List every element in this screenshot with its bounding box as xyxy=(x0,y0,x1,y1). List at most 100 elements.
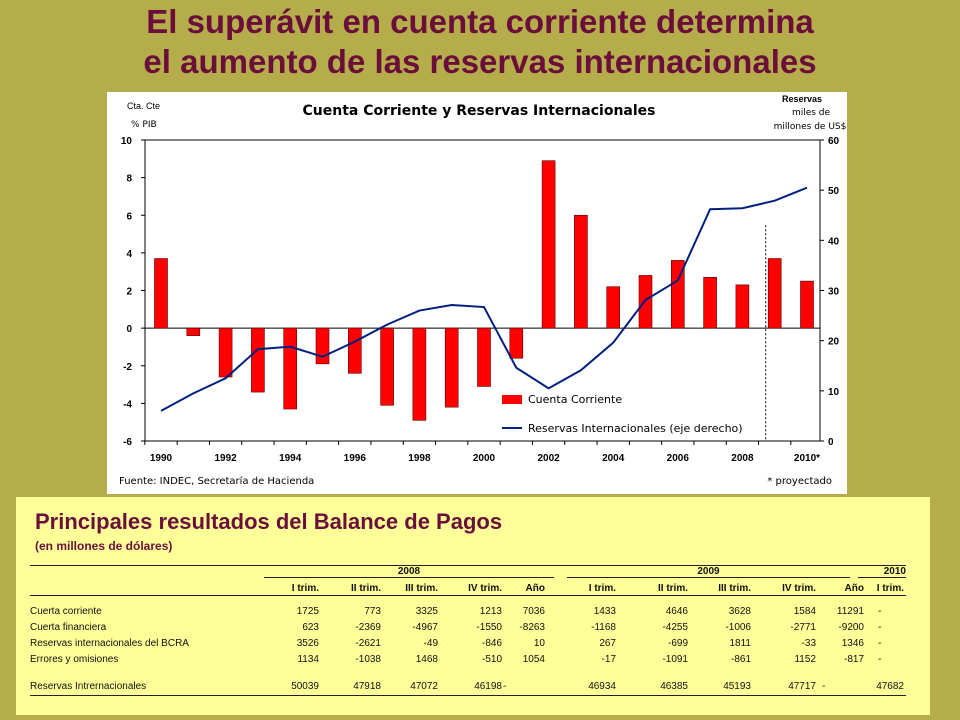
left-tick-label: -6 xyxy=(123,437,132,448)
right-tick-label: 40 xyxy=(828,236,840,247)
left-axis-label-1: Cta. Cte xyxy=(127,101,160,111)
rule-header xyxy=(30,595,906,596)
rule-top xyxy=(30,565,906,566)
bar-cuenta-corriente xyxy=(154,258,168,329)
left-tick-label: 8 xyxy=(126,174,132,185)
column-header: III trim. xyxy=(405,583,438,594)
table-cell: -8263 xyxy=(519,622,545,633)
table-cell: -846 xyxy=(481,638,502,649)
table-cell: 3526 xyxy=(296,638,319,649)
bar-cuenta-corriente xyxy=(800,280,814,329)
table-cell: 46385 xyxy=(660,681,688,692)
bar-cuenta-corriente xyxy=(541,160,556,329)
table-cell: - xyxy=(878,622,882,633)
table-cell: -17 xyxy=(601,654,616,665)
bar-cuenta-corriente xyxy=(380,327,394,406)
left-tick-label: 10 xyxy=(121,136,133,147)
table-cell: - xyxy=(878,654,882,665)
column-header: I trim. xyxy=(291,583,319,594)
bar-cuenta-corriente xyxy=(767,258,782,329)
chart-legend: Cuenta Corriente Reservas Internacionale… xyxy=(502,393,743,435)
table-cell: 773 xyxy=(364,606,381,617)
table-cell: 46198 xyxy=(474,681,502,692)
right-tick-label: 60 xyxy=(828,136,840,147)
table-cell: - xyxy=(503,681,507,692)
table-cell: 47072 xyxy=(410,681,438,692)
bar-cuenta-corriente xyxy=(444,327,459,408)
table-cell: - xyxy=(878,606,882,617)
x-tick-label: 2002 xyxy=(537,453,560,464)
table-cell: 10 xyxy=(533,638,545,649)
table-cell: -2771 xyxy=(790,622,816,633)
table-cell: 1725 xyxy=(296,606,319,617)
table-cell: 1213 xyxy=(479,606,502,617)
row-label: Cuerta financiera xyxy=(30,622,107,633)
left-axis-label-2: % PIB xyxy=(131,120,157,130)
table-cell: 1468 xyxy=(415,654,438,665)
table-cell: -861 xyxy=(730,654,751,665)
left-tick-label: 2 xyxy=(126,287,132,298)
right-tick-label: 0 xyxy=(828,437,834,448)
chart-note: * proyectado xyxy=(767,476,832,487)
row-label: Errores y omisiones xyxy=(30,654,119,665)
column-header: II trim. xyxy=(350,583,381,594)
table-cell: -1168 xyxy=(591,622,616,633)
table-cell: 623 xyxy=(302,622,319,633)
rule-bottom xyxy=(30,695,906,696)
table-cell: 1134 xyxy=(297,654,319,665)
bar-cuenta-corriente xyxy=(412,327,427,421)
table-cell: 45193 xyxy=(723,681,751,692)
table-cell: 1152 xyxy=(794,654,816,665)
column-header: I trim. xyxy=(876,583,904,594)
year-header-2009: 2009 xyxy=(697,566,720,577)
left-tick-label: -2 xyxy=(123,362,132,373)
x-tick-label: 2000 xyxy=(473,453,496,464)
table-subtitle: (en millones de dólares) xyxy=(35,539,173,553)
current-account-reserves-chart: Cuenta Corriente y Reservas Internaciona… xyxy=(119,94,846,487)
bar-cuenta-corriente xyxy=(735,284,750,329)
legend-bar-label: Cuenta Corriente xyxy=(528,393,622,406)
slide-title-line2: el aumento de las reservas internacional… xyxy=(143,43,817,80)
table-cell: 4646 xyxy=(665,606,688,617)
table-cell: -4967 xyxy=(412,622,438,633)
table-cell: -33 xyxy=(801,638,816,649)
row-label: Reservas internacionales del BCRA xyxy=(30,638,189,649)
table-cell: -1091 xyxy=(662,654,688,665)
plot-area xyxy=(144,139,821,442)
table-cell: -817 xyxy=(843,654,864,665)
line-reservas xyxy=(160,186,808,412)
bar-cuenta-corriente xyxy=(703,277,717,329)
column-header: IV trim. xyxy=(782,583,816,594)
right-axis-label-1: Reservas xyxy=(782,94,822,104)
table-cell: 1346 xyxy=(841,638,864,649)
right-axis-label-2: miles de xyxy=(792,108,831,118)
table-cell: 47682 xyxy=(876,681,904,692)
table-cell: 7036 xyxy=(522,606,545,617)
column-header: I trim. xyxy=(588,583,616,594)
slide-title-line1: El superávit en cuenta corriente determi… xyxy=(146,3,814,40)
table-cell: -4255 xyxy=(662,622,688,633)
bar-cuenta-corriente xyxy=(574,214,588,329)
column-header: II trim. xyxy=(657,583,688,594)
rule-2010 xyxy=(858,577,906,578)
legend-line-label: Reservas Internacionales (eje derecho) xyxy=(528,422,743,435)
table-cell: 47717 xyxy=(788,681,816,692)
year-header-2010: 2010 xyxy=(883,566,906,577)
table-cell: - xyxy=(822,681,826,692)
left-tick-label: 6 xyxy=(126,211,132,222)
x-tick-label: 1992 xyxy=(214,453,237,464)
bar-cuenta-corriente xyxy=(670,260,685,329)
row-label: Reservas Intrernacionales xyxy=(30,681,147,692)
table-cell: 3325 xyxy=(415,606,438,617)
balance-table-panel: Principales resultados del Balance de Pa… xyxy=(16,497,930,715)
x-tick-label: 1996 xyxy=(344,453,367,464)
table-cell: 50039 xyxy=(291,681,319,692)
x-tick-label: 2008 xyxy=(731,453,754,464)
bar-cuenta-corriente xyxy=(477,327,491,387)
bar-cuenta-corriente xyxy=(283,327,297,410)
x-tick-label: 1990 xyxy=(150,453,173,464)
table-cell: 46934 xyxy=(588,681,616,692)
chart-title: Cuenta Corriente y Reservas Internaciona… xyxy=(303,103,656,119)
table-title: Principales resultados del Balance de Pa… xyxy=(35,509,503,534)
bar-cuenta-corriente xyxy=(218,327,233,378)
